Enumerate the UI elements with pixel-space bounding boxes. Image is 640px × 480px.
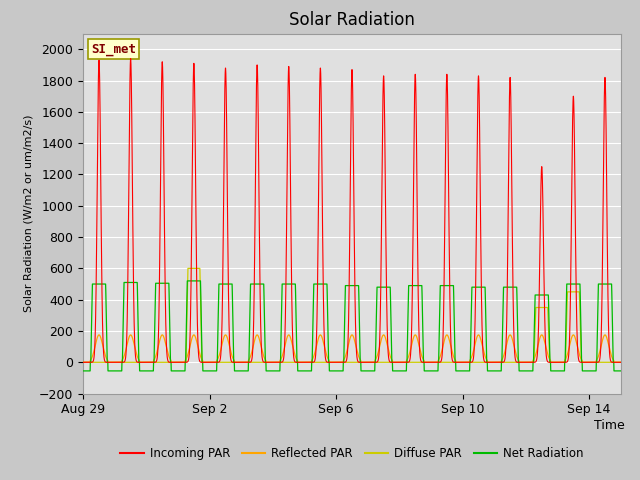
Y-axis label: Solar Radiation (W/m2 or um/m2/s): Solar Radiation (W/m2 or um/m2/s) [24, 115, 33, 312]
Text: Time: Time [594, 419, 625, 432]
Title: Solar Radiation: Solar Radiation [289, 11, 415, 29]
Legend: Incoming PAR, Reflected PAR, Diffuse PAR, Net Radiation: Incoming PAR, Reflected PAR, Diffuse PAR… [115, 443, 589, 465]
Text: SI_met: SI_met [92, 43, 136, 56]
